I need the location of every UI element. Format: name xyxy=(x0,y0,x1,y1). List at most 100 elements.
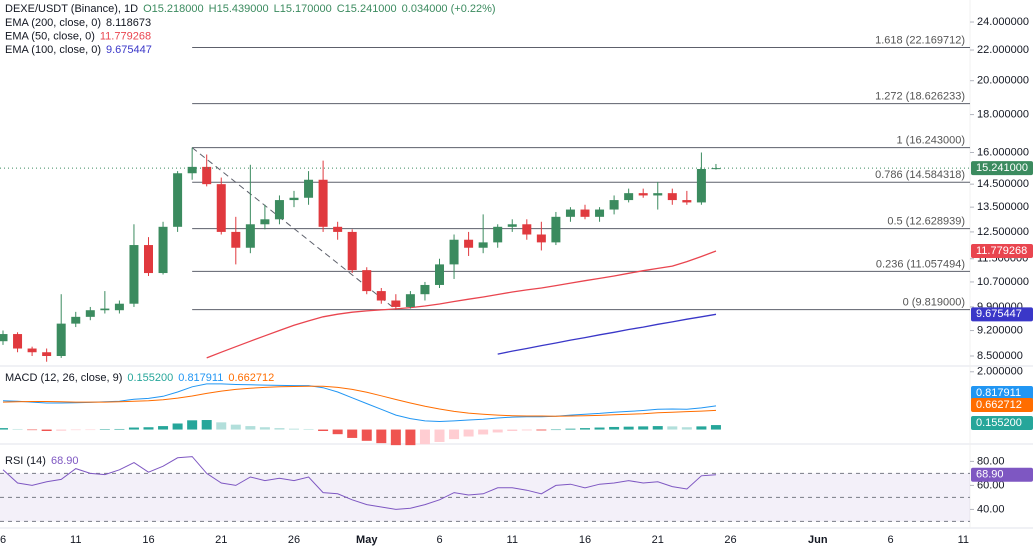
x-tick-label: 11 xyxy=(70,534,81,546)
candle-body xyxy=(100,308,110,311)
y-tick-label: 20.000000 xyxy=(977,75,1029,87)
candle-body xyxy=(71,316,81,324)
ohlc-value: H15.439000 xyxy=(209,3,269,15)
histogram-bar xyxy=(638,426,649,430)
last-price-box xyxy=(971,161,1033,176)
legend-row: EMA (100, close, 0) 9.675447 xyxy=(5,44,152,56)
candle-body xyxy=(216,184,226,232)
indicator-name: RSI (14) xyxy=(5,455,46,467)
ohlc-value: O15.218000 xyxy=(143,3,204,15)
ema-line xyxy=(497,313,717,355)
x-tick-label: 26 xyxy=(288,534,300,546)
histogram-bar xyxy=(289,428,299,430)
legend-row: RSI (14) 68.90 xyxy=(5,455,79,467)
histogram-bar xyxy=(12,428,23,430)
legend-row: EMA (50, close, 0) 11.779268 xyxy=(5,30,151,42)
y-tick-label: 80.00 xyxy=(977,455,1005,467)
candle-body xyxy=(144,245,153,274)
candle-body xyxy=(114,303,124,311)
candle-body xyxy=(536,234,546,243)
macd-value-box xyxy=(971,386,1033,400)
candle-body xyxy=(405,294,415,307)
rsi-value-box xyxy=(971,467,1033,482)
histogram-bar xyxy=(623,426,634,430)
histogram-bar xyxy=(521,429,532,431)
indicator-name: EMA (100, close, 0) xyxy=(5,44,101,56)
candle-body xyxy=(362,270,372,292)
histogram-bar xyxy=(216,422,227,430)
histogram-bar xyxy=(361,429,372,441)
x-tick-label: 16 xyxy=(579,534,591,546)
indicator-value: 11.779268 xyxy=(100,30,151,42)
histogram-bar xyxy=(565,428,576,430)
indicator-name: EMA (50, close, 0) xyxy=(5,30,95,42)
x-tick-label: 11 xyxy=(507,534,518,546)
macd-value-label: 0.817911 xyxy=(976,387,1021,399)
ohlc-value: 0.034000 (+0.22%) xyxy=(402,3,496,15)
histogram-bar xyxy=(259,427,270,430)
candle-body xyxy=(595,209,605,217)
histogram-bar xyxy=(114,428,125,430)
candle-body xyxy=(696,168,706,203)
histogram-value-box xyxy=(971,416,1033,430)
histogram-bar xyxy=(405,429,416,446)
candle-body xyxy=(565,209,575,217)
candle-body xyxy=(42,352,52,357)
y-tick-label: 24.000000 xyxy=(977,16,1029,28)
y-tick-label: 2.000000 xyxy=(977,366,1023,378)
indicator-value: 0.817911 xyxy=(178,372,223,384)
candle-body xyxy=(347,231,357,271)
histogram-bar xyxy=(681,427,692,430)
macd-value-label: 0.662712 xyxy=(976,399,1022,411)
candle-body xyxy=(653,193,663,196)
candle-body xyxy=(493,226,503,243)
histogram-bar xyxy=(580,428,590,430)
candle-body xyxy=(580,209,590,217)
candle-body xyxy=(478,242,488,248)
x-tick-label: 6 xyxy=(0,534,6,546)
indicator-value: 0.155200 xyxy=(127,372,173,384)
candle-body xyxy=(129,245,139,304)
candle-body xyxy=(624,193,634,201)
x-tick-label: 21 xyxy=(652,534,664,546)
ohlc-value: C15.241000 xyxy=(337,3,397,15)
ema-price-label: 9.675447 xyxy=(976,308,1022,320)
candle-body xyxy=(27,348,37,353)
histogram-bar xyxy=(332,429,343,435)
candle-body xyxy=(682,200,692,203)
indicator-name: EMA (200, close, 0) xyxy=(5,17,101,29)
candle-body xyxy=(318,179,328,227)
histogram-bar xyxy=(463,429,474,437)
candle-body xyxy=(391,300,401,307)
candle-body xyxy=(274,200,284,220)
candle-body xyxy=(173,173,183,227)
histogram-bar xyxy=(507,429,518,431)
candle-body xyxy=(333,226,343,232)
fib-trend-line xyxy=(191,147,397,310)
candle-body xyxy=(85,310,95,317)
y-tick-label: 12.500000 xyxy=(977,226,1029,238)
candle-body xyxy=(0,334,8,342)
histogram-bar xyxy=(434,429,445,442)
candle-body xyxy=(420,284,430,295)
histogram-value-label: 0.155200 xyxy=(976,417,1022,429)
x-tick-label: Jun xyxy=(808,534,828,546)
candle-body xyxy=(202,166,212,185)
candle-body xyxy=(711,168,721,170)
histogram-bar xyxy=(158,426,169,430)
macd-line xyxy=(2,385,717,417)
y-tick-label: 9.200000 xyxy=(977,324,1023,336)
histogram-bar xyxy=(696,426,707,430)
histogram-bar xyxy=(56,429,67,431)
fib-label: 1 (16.243000) xyxy=(897,135,966,147)
candle-body xyxy=(507,224,517,227)
histogram-bar xyxy=(594,427,605,430)
symbol: DEXE/USDT (Binance), 1D xyxy=(5,3,138,15)
histogram-bar xyxy=(128,427,139,430)
x-tick-label: 6 xyxy=(887,534,893,546)
histogram-bar xyxy=(245,426,256,430)
x-tick-label: 11 xyxy=(958,534,969,546)
histogram-bar xyxy=(492,429,503,433)
